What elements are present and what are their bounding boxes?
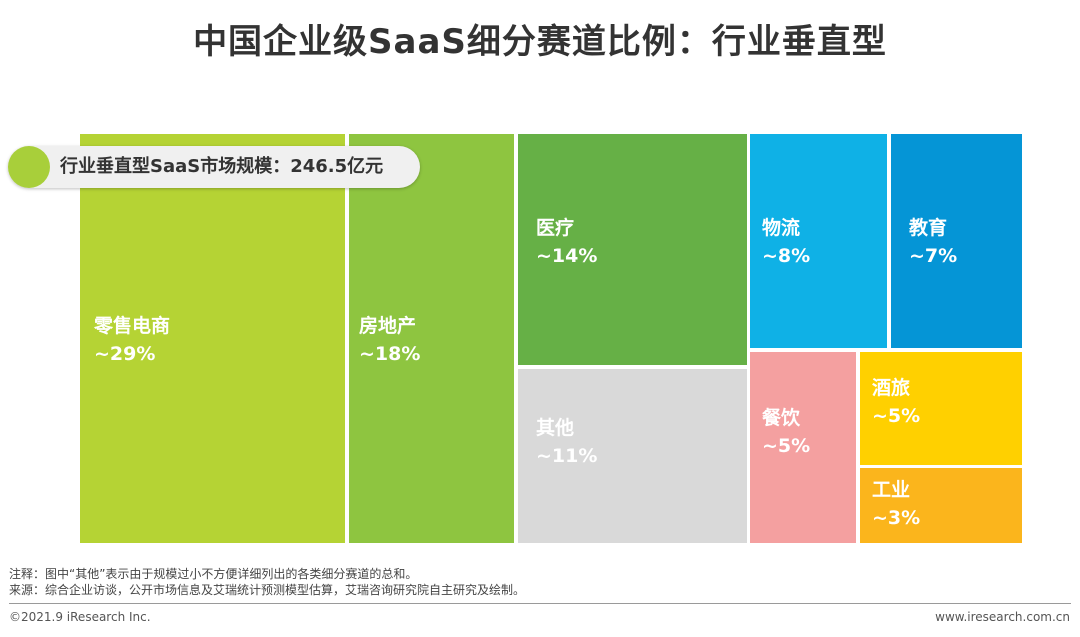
treemap-cell-catering: 餐饮 ~5%	[750, 352, 856, 543]
treemap-cell-percent: ~5%	[762, 435, 811, 457]
note-text: 注释：图中“其他”表示由于规模过小不方便详细列出的各类细分赛道的总和。	[9, 567, 418, 581]
treemap-cell-percent: ~11%	[536, 445, 598, 467]
treemap-cell-percent: ~14%	[536, 245, 598, 267]
treemap-cell-percent: ~8%	[762, 245, 811, 267]
page-title: 中国企业级SaaS细分赛道比例：行业垂直型	[193, 22, 887, 62]
treemap-cell-name: 其他	[536, 417, 575, 439]
treemap-cell-percent: ~29%	[94, 343, 156, 365]
treemap-cell-name: 物流	[762, 217, 801, 239]
treemap-cell-name: 医疗	[536, 217, 575, 239]
treemap-cell-percent: ~3%	[872, 507, 921, 529]
copyright: ©2021.9 iResearch Inc.	[9, 610, 151, 624]
notes: 注释：图中“其他”表示由于规模过小不方便详细列出的各类细分赛道的总和。 来源：综…	[9, 566, 525, 598]
treemap-chart: 零售电商 ~29% 房地产 ~18% 医疗 ~14% 其他 ~11% 物流 ~8% 教育 ~7% 餐饮 ~…	[80, 134, 1022, 543]
treemap-cell-retail-ecommerce: 零售电商 ~29%	[80, 134, 345, 543]
footer-divider	[9, 603, 1071, 604]
website-url: www.iresearch.com.cn	[935, 610, 1070, 624]
treemap-cell-label: 房地产 ~18%	[359, 312, 420, 368]
treemap-cell-label: 教育 ~7%	[909, 214, 957, 270]
treemap-cell-label: 餐饮 ~5%	[762, 404, 810, 460]
treemap-cell-label: 医疗 ~14%	[536, 214, 597, 270]
market-size-badge: 行业垂直型SaaS市场规模：246.5亿元	[8, 146, 420, 188]
treemap-cell-label: 物流 ~8%	[762, 214, 810, 270]
treemap-cell-real-estate: 房地产 ~18%	[349, 134, 514, 543]
treemap-cell-name: 零售电商	[94, 315, 171, 337]
treemap-cell-percent: ~18%	[359, 343, 421, 365]
treemap-cell-hotel-travel: 酒旅 ~5%	[860, 352, 1022, 465]
treemap-cell-name: 工业	[872, 479, 911, 501]
treemap-cell-other: 其他 ~11%	[518, 369, 747, 543]
market-size-label: 行业垂直型SaaS市场规模：246.5亿元	[60, 156, 384, 177]
treemap-cell-education: 教育 ~7%	[891, 134, 1022, 348]
treemap-cell-industrial: 工业 ~3%	[860, 468, 1022, 543]
treemap-cell-name: 餐饮	[762, 407, 801, 429]
treemap-cell-percent: ~7%	[909, 245, 958, 267]
market-size-dot-icon	[8, 146, 50, 188]
treemap-cell-label: 工业 ~3%	[872, 476, 920, 532]
treemap-cell-label: 零售电商 ~29%	[94, 312, 170, 368]
treemap-cell-healthcare: 医疗 ~14%	[518, 134, 747, 365]
treemap-cell-label: 酒旅 ~5%	[872, 374, 920, 430]
treemap-cell-percent: ~5%	[872, 405, 921, 427]
treemap-cell-label: 其他 ~11%	[536, 414, 597, 470]
treemap-cell-name: 教育	[909, 217, 948, 239]
treemap-cell-logistics: 物流 ~8%	[750, 134, 887, 348]
source-text: 来源：综合企业访谈，公开市场信息及艾瑞统计预测模型估算，艾瑞咨询研究院自主研究及…	[9, 583, 526, 597]
treemap-cell-name: 房地产	[359, 315, 417, 337]
treemap-cell-name: 酒旅	[872, 377, 911, 399]
